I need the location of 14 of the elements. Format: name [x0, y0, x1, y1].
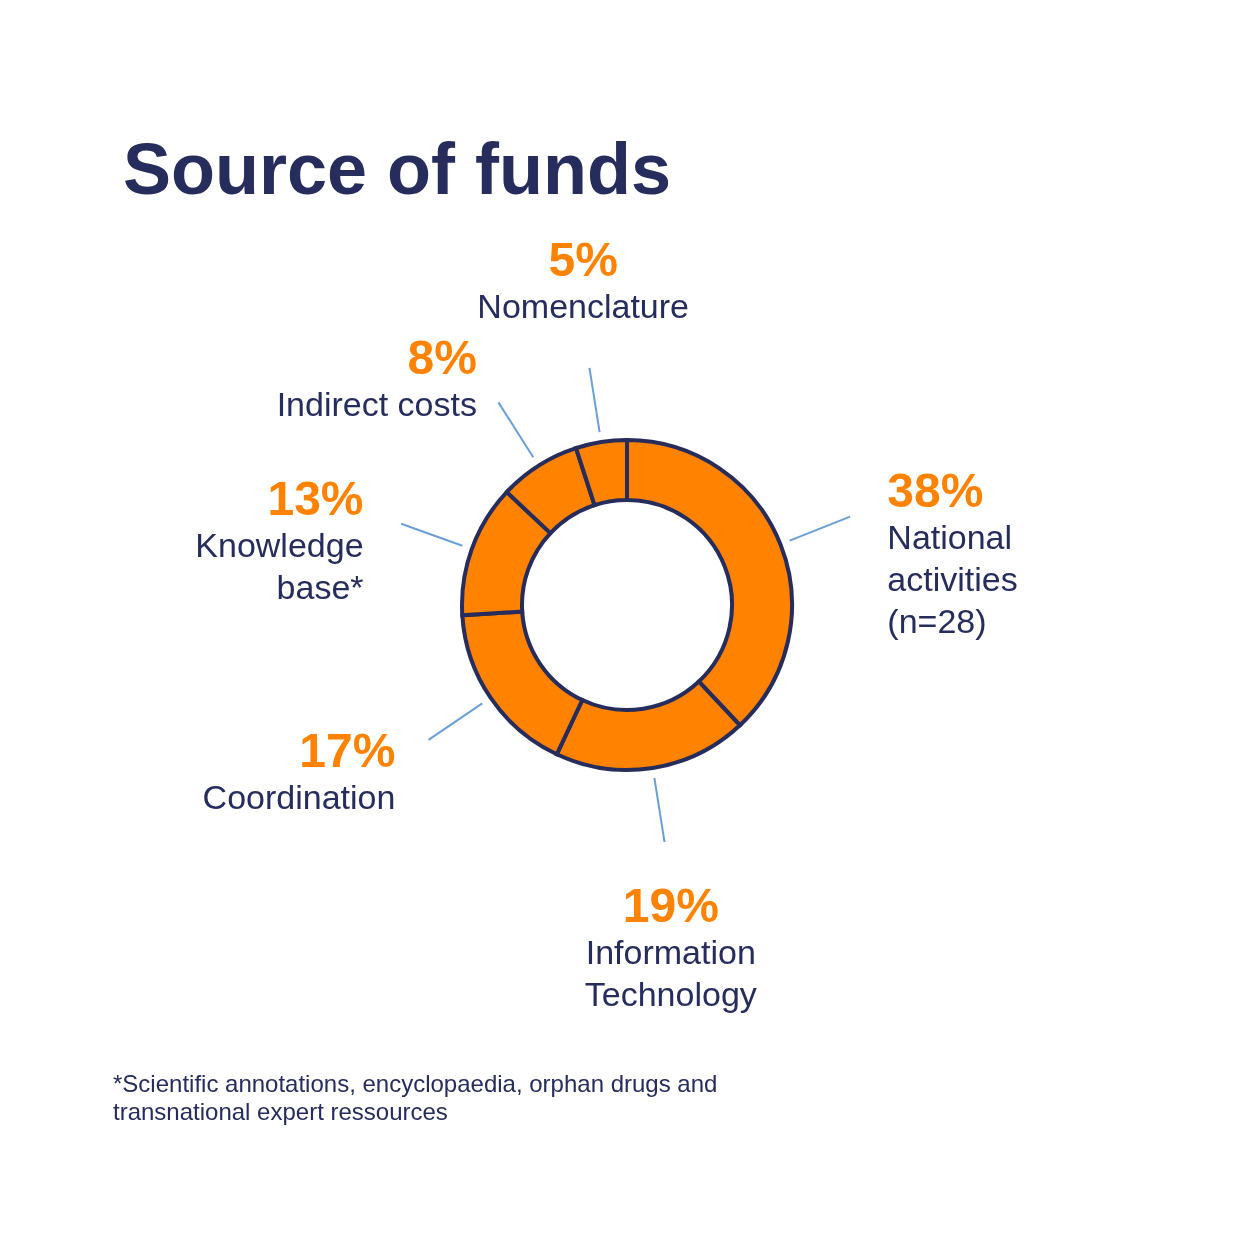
- slice-label: Information Technology: [584, 932, 757, 1013]
- data-label: 38%: [887, 463, 984, 517]
- slice-label: Indirect costs: [276, 384, 477, 423]
- slice-label: Knowledge base*: [195, 526, 364, 607]
- data-label: 19%: [622, 878, 719, 932]
- data-label: 8%: [407, 330, 477, 384]
- data-label: 13%: [267, 472, 364, 526]
- data-label: 17%: [299, 724, 396, 778]
- text: *Scientific annotations, encyclopaedia, orphan drugs and transnational expert ressources: [112, 1070, 719, 1126]
- slice-label: Nomenclature: [477, 287, 690, 326]
- slice-label: Coordination: [202, 778, 396, 817]
- chart-title: Source of funds: [122, 128, 672, 210]
- slice-label: National activities (n=28): [887, 517, 1018, 640]
- data-label: 5%: [548, 233, 618, 287]
